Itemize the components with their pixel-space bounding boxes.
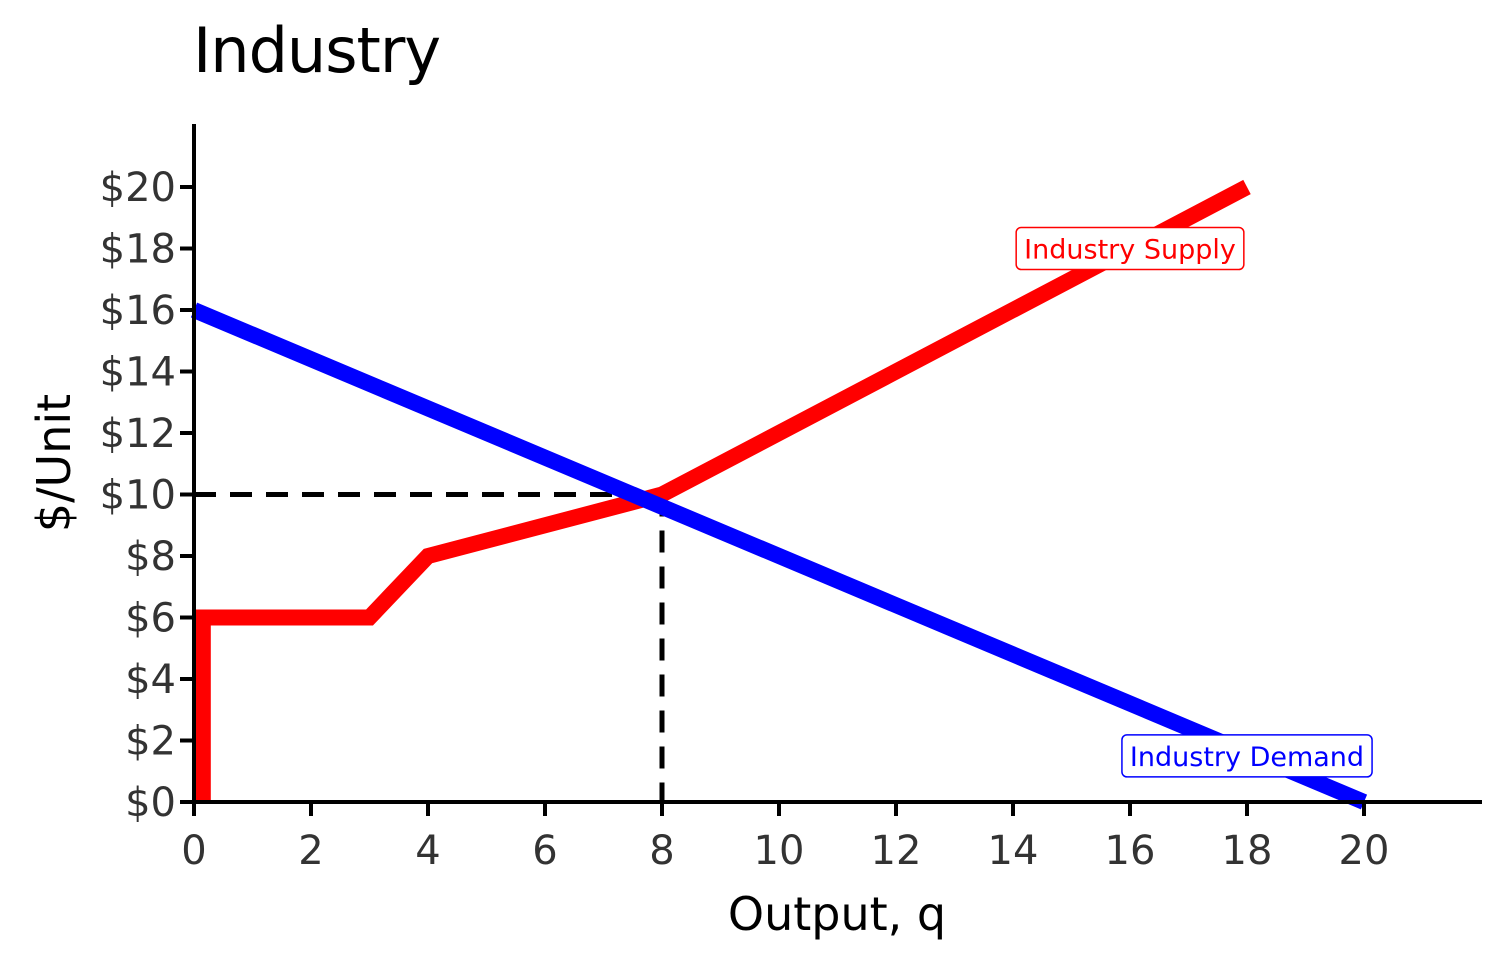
series-label-demand: Industry Demand (1121, 734, 1373, 778)
svg-text:Industry Demand: Industry Demand (1130, 742, 1364, 773)
y-tick-label: $16 (100, 288, 176, 334)
x-tick-label: 6 (532, 828, 557, 874)
y-tick-label: $0 (125, 780, 176, 826)
x-tick-label: 8 (649, 828, 674, 874)
y-axis-label: $/Unit (27, 394, 81, 532)
y-tick-label: $2 (125, 719, 176, 765)
x-tick-label: 10 (754, 828, 805, 874)
x-tick-label: 14 (988, 828, 1039, 874)
x-tick-label: 20 (1339, 828, 1390, 874)
x-tick-label: 4 (415, 828, 440, 874)
series-line-demand (190, 302, 1368, 810)
axes (180, 124, 1482, 816)
tick-labels: 0 2 4 6 8 10 12 14 16 18 20 $0 $2 $4 $6 $8 $10 $12 $14 $16 $… (100, 165, 1390, 874)
y-tick-label: $4 (125, 657, 176, 703)
y-tick-label: $14 (100, 350, 176, 396)
svg-text:Industry Supply: Industry Supply (1024, 235, 1236, 266)
x-tick-label: 18 (1222, 828, 1273, 874)
series-labels: Industry Supply Industry Demand (1015, 226, 1373, 778)
x-axis-label: Output, q (728, 887, 946, 941)
x-tick-label: 0 (181, 828, 206, 874)
x-tick-label: 2 (298, 828, 323, 874)
y-tick-label: $18 (100, 227, 176, 273)
y-tick-label: $20 (100, 165, 176, 211)
y-tick-label: $8 (125, 534, 176, 580)
series-line-supply (194, 179, 1251, 802)
x-tick-label: 12 (871, 828, 922, 874)
reference-lines (194, 492, 665, 802)
y-tick-label: $12 (100, 411, 176, 457)
x-tick-label: 16 (1105, 828, 1156, 874)
series-label-supply: Industry Supply (1015, 226, 1245, 271)
chart-title: Industry (193, 14, 441, 87)
y-tick-label: $6 (125, 596, 176, 642)
series-lines (190, 179, 1368, 810)
y-tick-label: $10 (100, 473, 176, 519)
